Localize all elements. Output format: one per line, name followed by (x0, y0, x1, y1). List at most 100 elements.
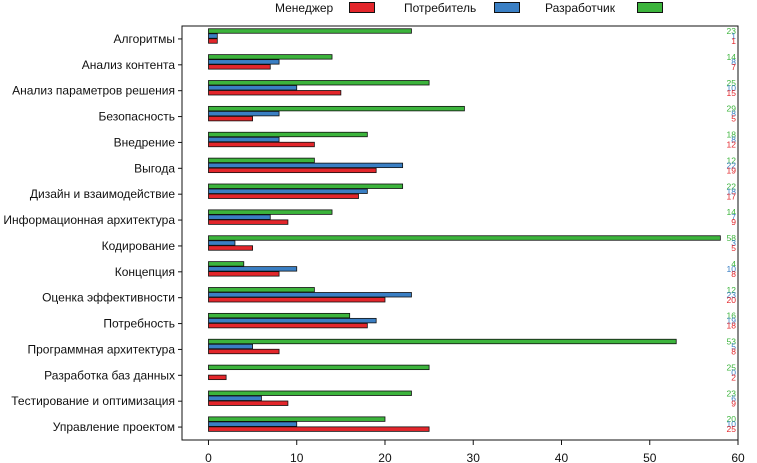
bar (208, 64, 271, 70)
data-label: 20 (727, 414, 737, 424)
bar (208, 110, 280, 117)
data-label: 7 (731, 62, 736, 72)
data-label: 15 (727, 88, 737, 98)
bar (208, 209, 333, 215)
legend-label-developer: Разработчик (545, 1, 615, 15)
data-label: 25 (727, 362, 737, 372)
bar (208, 390, 412, 396)
bar (208, 214, 271, 220)
data-label: 8 (731, 57, 736, 67)
data-label: 8 (731, 109, 736, 119)
category-label: Потребность (103, 317, 175, 331)
bar (208, 297, 386, 303)
plot-frame (181, 25, 739, 441)
data-label: 18 (727, 130, 737, 140)
category-label: Тестирование и оптимизация (11, 394, 175, 408)
legend-label-consumer: Потребитель (404, 1, 477, 15)
data-label: 17 (727, 191, 737, 201)
data-label: 10 (727, 83, 737, 93)
bar (208, 136, 280, 143)
category-label: Информационная архитектура (3, 213, 175, 227)
x-tick-label: 20 (378, 451, 392, 463)
bar (208, 54, 333, 60)
data-label: 10 (727, 264, 737, 274)
bar (208, 183, 404, 189)
legend-swatch-manager (349, 2, 375, 13)
category-label: Анализ параметров решения (12, 84, 175, 98)
bar (208, 312, 351, 319)
data-label: 25 (727, 78, 737, 88)
data-label: 19 (727, 165, 737, 175)
data-label: 18 (727, 321, 737, 331)
bar (208, 348, 280, 355)
legend-swatch-consumer (494, 2, 520, 13)
data-label: 53 (727, 337, 737, 347)
bar (208, 193, 359, 199)
bar (208, 292, 412, 298)
data-label: 7 (731, 212, 736, 222)
category-label: Алгоритмы (113, 32, 175, 46)
bar (208, 317, 377, 324)
bar (208, 400, 289, 406)
bar (208, 343, 254, 350)
category-label: Управление проектом (53, 420, 175, 434)
data-label: 14 (727, 52, 737, 62)
bar (208, 338, 677, 345)
data-label: 5 (731, 342, 736, 352)
category-label: Выгода (134, 161, 175, 175)
data-label: 2 (731, 372, 736, 382)
data-label: 6 (731, 393, 736, 403)
bar (208, 426, 430, 432)
legend-swatch-developer (637, 2, 663, 13)
data-label: 4 (731, 259, 736, 269)
data-label: 5 (731, 243, 736, 253)
bar (208, 167, 377, 174)
data-label: 58 (727, 233, 737, 243)
data-label: 8 (731, 347, 736, 357)
bar (208, 33, 218, 39)
category-label: Оценка эффективности (42, 291, 175, 305)
bar (208, 240, 236, 246)
bar (208, 421, 298, 427)
bar (208, 416, 386, 422)
bar (208, 141, 315, 148)
bar (208, 59, 280, 65)
data-label: 12 (727, 140, 737, 150)
data-label: 1 (731, 31, 736, 41)
bar (208, 374, 227, 381)
legend-label-manager: Менеджер (275, 1, 334, 15)
bar (208, 271, 280, 277)
bar (208, 364, 430, 371)
data-label: 12 (727, 285, 737, 295)
x-tick-label: 30 (467, 451, 481, 463)
bar (208, 287, 315, 293)
bar (208, 235, 721, 241)
bar (208, 38, 218, 44)
data-label: 10 (727, 419, 737, 429)
data-label: 0 (731, 367, 736, 377)
bar (208, 188, 368, 194)
bar (208, 90, 342, 96)
data-label: 16 (727, 311, 737, 321)
category-label: Анализ контента (82, 58, 176, 72)
category-label: Кодирование (102, 239, 176, 253)
data-label: 20 (727, 295, 737, 305)
data-label: 1 (731, 36, 736, 46)
data-label: 22 (727, 160, 737, 170)
bar (208, 322, 368, 329)
data-label: 22 (727, 181, 737, 191)
x-tick-label: 50 (643, 451, 657, 463)
bar (208, 131, 368, 138)
category-label: Безопасность (98, 110, 175, 124)
data-label: 9 (731, 217, 736, 227)
data-label: 19 (727, 316, 737, 326)
data-label: 12 (727, 155, 737, 165)
bar (208, 266, 298, 272)
data-label: 18 (727, 186, 737, 196)
data-label: 5 (731, 114, 736, 124)
data-label: 8 (731, 269, 736, 279)
category-label: Дизайн и взаимодействие (30, 187, 175, 201)
x-tick-label: 0 (205, 451, 212, 463)
data-label: 3 (731, 238, 736, 248)
